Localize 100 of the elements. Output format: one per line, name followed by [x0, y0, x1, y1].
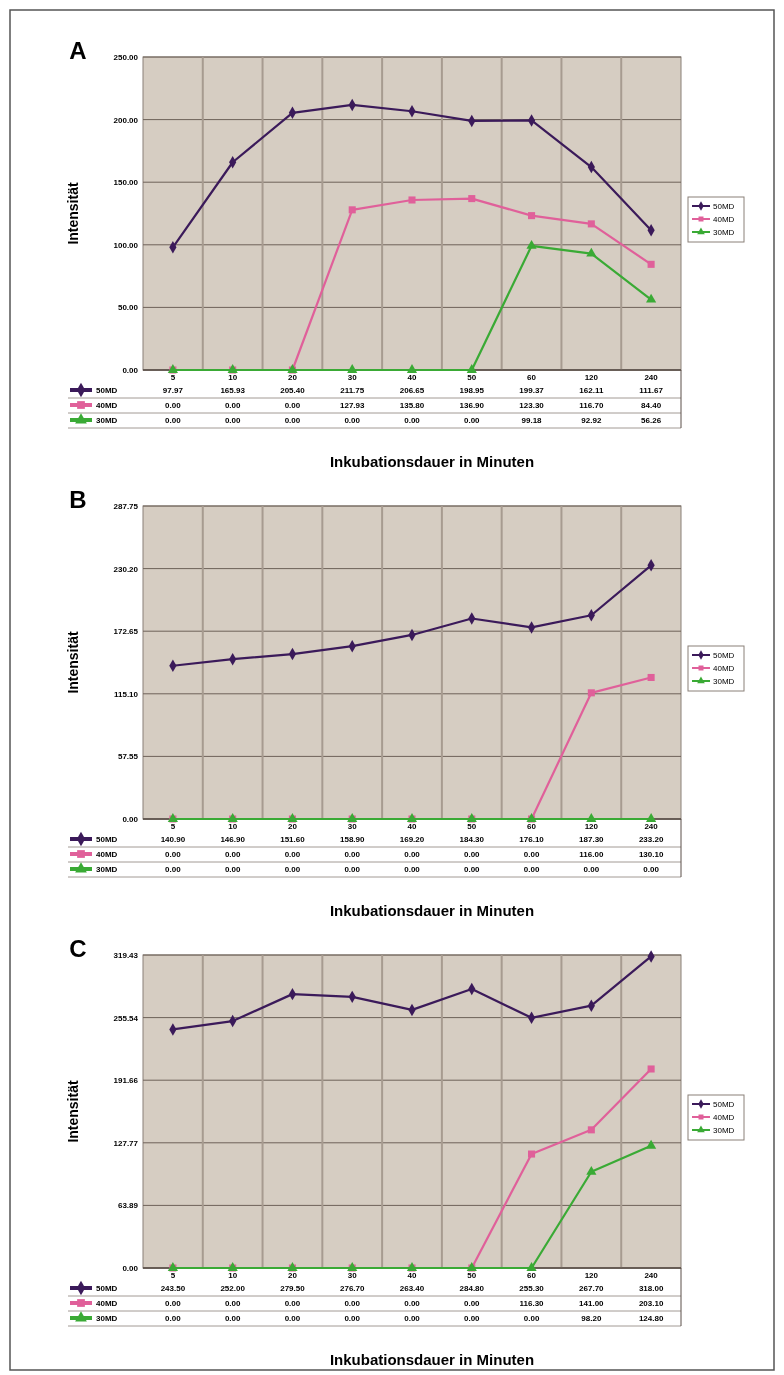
x-tick-label: 240: [644, 822, 659, 831]
x-tick-label: 5: [170, 822, 176, 831]
point: [586, 1165, 597, 1175]
point: [647, 260, 655, 268]
data-label: 255.30: [519, 1284, 545, 1293]
data-label: 263.40: [399, 1284, 425, 1293]
point: [468, 195, 476, 203]
x-tick-label: 40: [407, 1271, 417, 1280]
text: 30MD: [713, 677, 735, 686]
point: [526, 1262, 537, 1271]
data-label: 0.00: [404, 850, 421, 859]
data-label: 130.10: [638, 850, 664, 859]
data-label: 0.00: [224, 401, 241, 410]
x-tick-label: 120: [584, 1271, 599, 1280]
text: 30MD: [96, 416, 118, 425]
data-label: 0.00: [284, 401, 301, 410]
data-label: 211.75: [340, 386, 365, 395]
point: [646, 293, 657, 303]
point: [587, 689, 595, 697]
data-label: 111.67: [639, 386, 664, 395]
data-label: 124.80: [638, 1314, 664, 1323]
x-tick-label: 60: [527, 822, 537, 831]
data-label: 0.00: [404, 416, 421, 425]
y-tick-label: 191.66: [113, 1076, 139, 1086]
data-label: 318.00: [638, 1284, 664, 1293]
data-label: 0.00: [224, 865, 241, 874]
data-label: 0.00: [643, 865, 660, 874]
point: [587, 1126, 595, 1134]
x-tick-label: 50: [467, 822, 477, 831]
y-tick-label: 127.77: [113, 1138, 139, 1148]
data-label: 187.30: [579, 835, 605, 844]
y-tick-label: 230.20: [113, 564, 139, 574]
data-label: 233.20: [638, 835, 664, 844]
legend-label: 40MD: [713, 664, 735, 673]
data-label: 127.93: [339, 401, 366, 410]
legend-label: 30MD: [713, 228, 735, 237]
x-axis-title: Inkubationsdauer in Minuten: [329, 453, 535, 470]
y-axis-title: Intensität: [65, 1080, 81, 1143]
data-label: 0.00: [344, 850, 361, 859]
point: [646, 813, 657, 822]
y-axis-title: Intensität: [65, 182, 81, 245]
data-label: 0.00: [463, 416, 481, 425]
x-tick-label: 120: [584, 373, 599, 382]
data-label: 0.00: [165, 850, 182, 859]
x-tick-label: 20: [287, 373, 298, 382]
x-tick-label: 5: [170, 373, 176, 382]
data-label: 243.50: [160, 1284, 186, 1293]
x-tick-label: 50: [467, 373, 477, 382]
data-label: 169.20: [399, 835, 425, 844]
x-tick-label: 40: [407, 373, 417, 382]
data-label: 198.95: [459, 386, 485, 395]
data-label: 0.00: [224, 850, 241, 859]
chart-title: A: [69, 37, 87, 64]
data-label: 0.00: [344, 865, 361, 874]
data-label: 267.70: [579, 1284, 605, 1293]
data-label: 0.00: [404, 1299, 421, 1308]
data-label: 0.00: [344, 1299, 361, 1308]
data-label: 0.00: [523, 1314, 540, 1323]
data-label: 0.00: [224, 1299, 241, 1308]
point: [348, 206, 356, 214]
point: [347, 364, 358, 373]
data-label: 0.00: [463, 865, 481, 874]
x-axis-title: Inkubationsdauer in Minuten: [329, 902, 535, 919]
point: [528, 212, 536, 220]
data-label: 0.00: [523, 865, 540, 874]
data-label: 140.90: [160, 835, 186, 844]
data-label: 0.00: [165, 1314, 182, 1323]
data-label: 0.00: [344, 416, 361, 425]
x-tick-label: 10: [228, 373, 238, 382]
point: [406, 364, 418, 373]
x-tick-label: 20: [287, 1271, 298, 1280]
data-label: 162.11: [579, 386, 604, 395]
data-label: 146.90: [220, 835, 246, 844]
x-tick-label: 40: [407, 822, 417, 831]
data-label: 0.00: [284, 416, 301, 425]
data-label: 84.40: [641, 401, 662, 410]
data-label: 205.40: [280, 386, 306, 395]
data-label: 0.00: [284, 1314, 301, 1323]
x-axis-title: Inkubationsdauer in Minuten: [329, 1351, 535, 1368]
point: [647, 1065, 655, 1073]
legend-label: 50MD: [713, 202, 735, 211]
data-label: 203.10: [638, 1299, 664, 1308]
data-label: 0.00: [165, 416, 182, 425]
data-label: 0.00: [404, 865, 421, 874]
point: [408, 196, 416, 204]
data-label: 56.26: [641, 416, 662, 425]
x-tick-label: 240: [644, 373, 659, 382]
y-axis-title: Intensität: [65, 631, 81, 694]
data-label: 97.97: [162, 386, 184, 395]
data-label: 123.30: [519, 401, 545, 410]
x-tick-label: 10: [228, 1271, 238, 1280]
text: 50MD: [96, 386, 118, 395]
data-label: 184.30: [459, 835, 485, 844]
data-label: 0.00: [165, 401, 182, 410]
data-label: 0.00: [344, 1314, 361, 1323]
data-label: 0.00: [284, 850, 301, 859]
y-tick-label: 287.75: [113, 502, 139, 511]
data-label: 252.00: [220, 1284, 246, 1293]
y-tick-label: 255.54: [113, 1013, 139, 1023]
y-tick-label: 200.00: [113, 115, 139, 125]
